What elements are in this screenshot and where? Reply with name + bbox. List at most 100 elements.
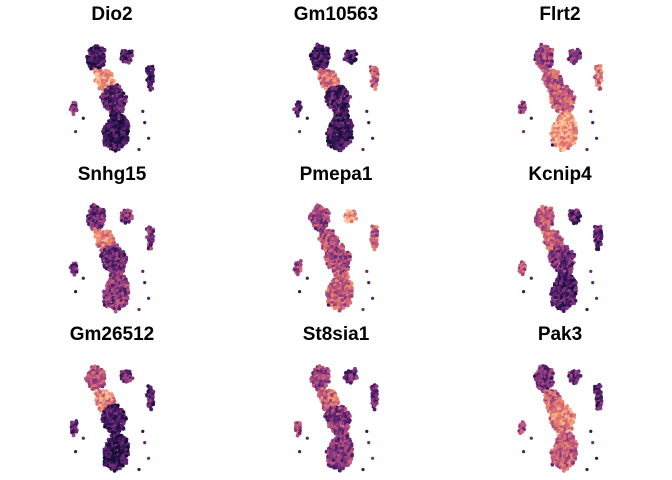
cell-point [565, 143, 569, 148]
cell-point [150, 392, 155, 397]
cluster-left [292, 259, 303, 277]
cell-point [328, 105, 333, 109]
cell-point [367, 281, 371, 285]
cell-point [298, 130, 302, 134]
cell-point [578, 51, 583, 56]
cell-point [341, 145, 346, 150]
cell-point [326, 303, 330, 307]
cell-point [556, 444, 561, 449]
cell-point [112, 104, 117, 108]
panel-title: Pmepa1 [299, 164, 373, 185]
cell-point [557, 398, 562, 403]
cell-point [111, 236, 116, 241]
cell-point [95, 56, 100, 60]
cell-point [346, 463, 350, 467]
cell-point [99, 63, 104, 68]
cell-point [328, 421, 333, 426]
cell-point [569, 421, 574, 426]
cell-point [598, 86, 603, 91]
cell-point [108, 439, 113, 443]
cell-point [599, 242, 603, 247]
cell-point [115, 251, 120, 256]
cell-point [567, 289, 572, 293]
cell-point [295, 272, 300, 277]
cell-point [125, 296, 130, 301]
cell-point [573, 121, 578, 125]
cell-point [569, 373, 574, 378]
cell-point [598, 384, 603, 389]
panel-title: St8sia1 [302, 324, 370, 345]
cell-point [124, 458, 129, 463]
cell-point [372, 403, 377, 408]
cell-point [346, 104, 350, 108]
cell-point [521, 110, 526, 114]
cell-point [105, 396, 110, 400]
cell-point [117, 306, 122, 311]
cell-point [126, 219, 131, 224]
cell-point [334, 298, 339, 303]
cell-point [296, 110, 300, 115]
cell-point [74, 450, 78, 454]
cell-point [570, 256, 574, 261]
cell-point [365, 269, 369, 273]
cell-point [315, 213, 320, 218]
cell-point [124, 453, 129, 458]
cell-point [561, 309, 566, 313]
cell-point [121, 213, 126, 218]
cell-point [341, 92, 345, 96]
cluster-left [68, 261, 79, 277]
cell-point [558, 123, 563, 128]
cell-point [73, 425, 78, 429]
cell-point [114, 445, 119, 450]
cell-point [338, 148, 343, 153]
cell-point [375, 229, 380, 234]
cluster-lower [324, 429, 355, 473]
cell-point [574, 286, 578, 290]
cell-point [548, 383, 553, 388]
cell-point [137, 147, 141, 152]
cluster-middle [100, 403, 128, 436]
cell-point [355, 376, 359, 380]
cell-point [596, 247, 601, 252]
cluster-top-left [533, 204, 555, 232]
cell-point [298, 290, 302, 294]
cell-point [147, 296, 151, 300]
cell-point [550, 143, 554, 147]
cell-point [573, 381, 578, 385]
cell-point [137, 307, 141, 312]
cell-point [151, 234, 156, 239]
cell-point [572, 301, 577, 306]
cell-point [352, 58, 357, 63]
cell-point [348, 414, 352, 418]
cell-point [572, 61, 576, 66]
cell-point [520, 429, 525, 434]
cell-point [126, 291, 131, 295]
feature-panel: St8sia1 [224, 320, 448, 480]
cell-point [585, 147, 589, 152]
cluster-left [68, 100, 79, 117]
cell-point [349, 294, 354, 298]
cell-point [561, 469, 566, 473]
cell-point [130, 53, 135, 58]
panel-title: Dio2 [91, 4, 133, 25]
cell-point [371, 456, 375, 460]
cell-point [550, 463, 554, 467]
cell-point [73, 101, 78, 105]
cell-point [305, 116, 309, 120]
cell-point [322, 407, 327, 412]
cell-point [374, 394, 379, 398]
cluster-lower [325, 269, 354, 313]
umap-scatter [517, 364, 604, 473]
cell-point [545, 386, 550, 391]
cell-point [595, 456, 599, 460]
cell-point [560, 111, 565, 116]
cell-point [371, 296, 375, 300]
cell-point [598, 403, 603, 408]
cell-point [345, 109, 350, 113]
cell-point [565, 293, 569, 298]
cluster-top-left [309, 364, 331, 392]
cell-point [151, 402, 156, 407]
cell-point [349, 281, 354, 286]
cluster-lower [102, 431, 131, 473]
cluster-center-hotspot [541, 227, 564, 254]
